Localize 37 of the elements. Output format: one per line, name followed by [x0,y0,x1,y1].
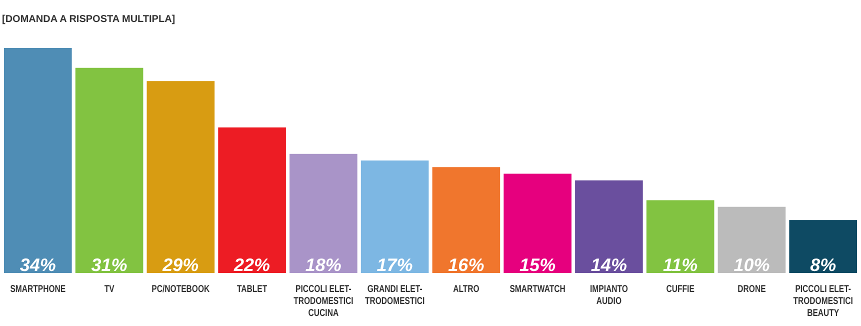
data-label: 18% [305,255,342,275]
x-tick-label: CUFFIE [666,283,694,294]
chart-title: [DOMANDA A RISPOSTA MULTIPLA] [2,14,176,25]
bar [575,180,643,273]
data-label: 29% [162,255,199,275]
data-label: 8% [810,255,836,275]
bar [646,200,714,273]
bar [218,127,286,273]
data-label: 11% [662,255,698,275]
data-label: 31% [91,255,128,275]
x-tick-label: TV [104,283,114,294]
bar [75,68,144,273]
data-label: 34% [20,255,56,275]
x-tick-label: GRANDI ELET- TRODOMESTICI [364,283,425,306]
bar [146,81,215,273]
bar [360,160,429,273]
data-label: 10% [734,255,770,275]
x-tick-label: PICCOLI ELET- TRODOMESTICI CUCINA [294,283,354,318]
x-tick-label: TABLET [236,283,268,294]
x-tick-label: SMARTPHONE [10,283,66,294]
data-label: 15% [520,255,556,275]
x-tick-label: SMARTWATCH [510,283,566,294]
x-tick-label: DRONE [738,283,766,294]
data-label: 22% [233,255,270,275]
x-tick-label: PC/NOTEBOOK [152,283,210,294]
bar [4,48,72,273]
x-tick-label: IMPIANTO AUDIO [590,283,628,306]
x-tick-label: ALTRO [453,283,480,294]
bar [504,174,572,273]
data-label: 16% [448,255,484,275]
bar [290,154,358,273]
x-tick-label: PICCOLI ELET- TRODOMESTICI BEAUTY [793,283,853,318]
bar [789,220,857,273]
data-label: 17% [376,255,413,275]
data-label: 14% [590,255,627,275]
bar [718,206,786,273]
bar [432,167,500,273]
